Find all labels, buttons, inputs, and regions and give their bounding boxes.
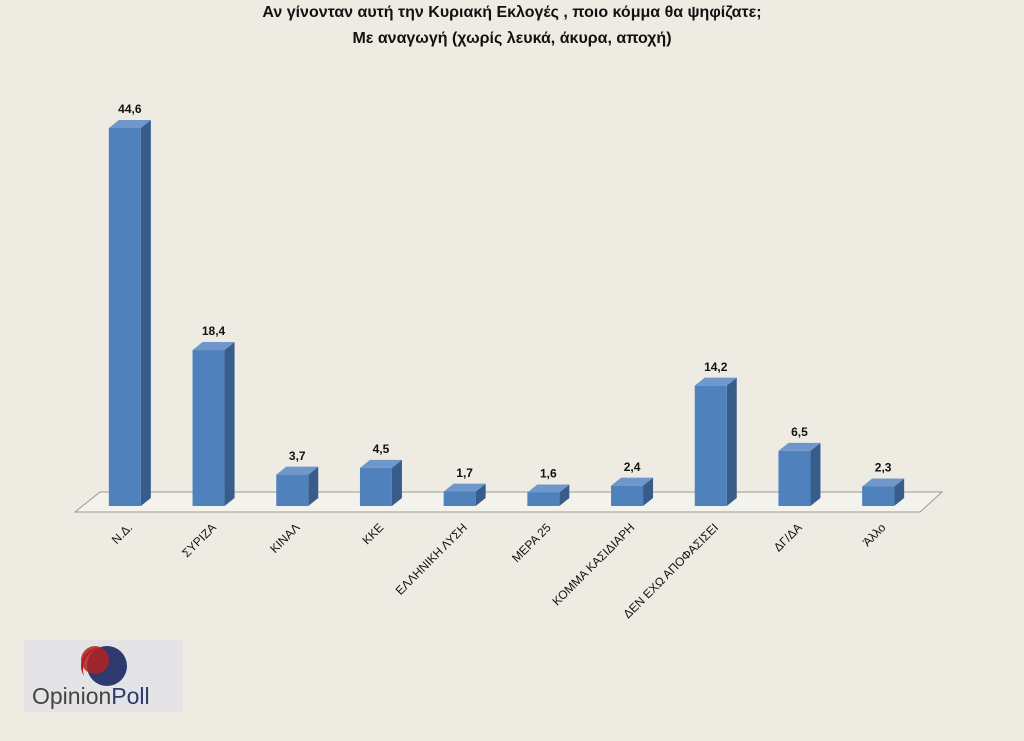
value-label: 2,4: [624, 460, 641, 474]
bar-top: [694, 377, 737, 386]
bar-top: [778, 442, 821, 451]
value-label: 2,3: [875, 461, 892, 475]
bar: [778, 450, 811, 506]
bar: [443, 491, 476, 506]
bar-side: [726, 377, 737, 506]
chart-title: Αν γίνονταν αυτή την Κυριακή Εκλογές , π…: [262, 4, 761, 21]
logo-dot: [81, 646, 109, 674]
bar: [611, 485, 644, 506]
bar: [527, 492, 560, 506]
logo: OpinionPoll: [24, 640, 183, 712]
bar: [862, 486, 895, 506]
value-label: 1,7: [456, 466, 473, 480]
bar-side: [475, 483, 486, 506]
bar-top: [108, 120, 151, 128]
logo-text: OpinionPoll: [32, 683, 150, 709]
bar: [192, 350, 225, 506]
bar: [276, 474, 309, 506]
bar-top: [192, 342, 235, 351]
bar-top: [359, 459, 402, 468]
chart-subtitle: Με αναγωγή (χωρίς λευκά, άκυρα, αποχή): [352, 30, 671, 47]
bar-top: [527, 484, 570, 493]
bar-side: [810, 442, 821, 506]
value-label: 1,6: [540, 467, 557, 481]
bar-side: [140, 120, 151, 506]
bar: [694, 385, 727, 506]
bar-side: [559, 484, 570, 506]
bar-top: [443, 483, 486, 492]
bar-top: [611, 477, 654, 486]
logo-part2: Poll: [111, 683, 149, 709]
bar-side: [308, 466, 319, 506]
value-label: 4,5: [373, 442, 390, 456]
value-label: 3,7: [289, 449, 306, 463]
bar-side: [224, 342, 235, 506]
bar-top: [862, 478, 905, 487]
bar-top: [276, 466, 319, 475]
bar-side: [391, 459, 402, 506]
bar-side: [643, 477, 654, 506]
bar: [108, 128, 141, 506]
value-label: 44,6: [118, 102, 142, 116]
value-label: 18,4: [202, 324, 226, 338]
value-label: 6,5: [791, 425, 808, 439]
value-label: 14,2: [704, 360, 728, 374]
bar-side: [894, 478, 905, 506]
logo-part1: Opinion: [32, 683, 111, 709]
bar: [359, 467, 392, 506]
